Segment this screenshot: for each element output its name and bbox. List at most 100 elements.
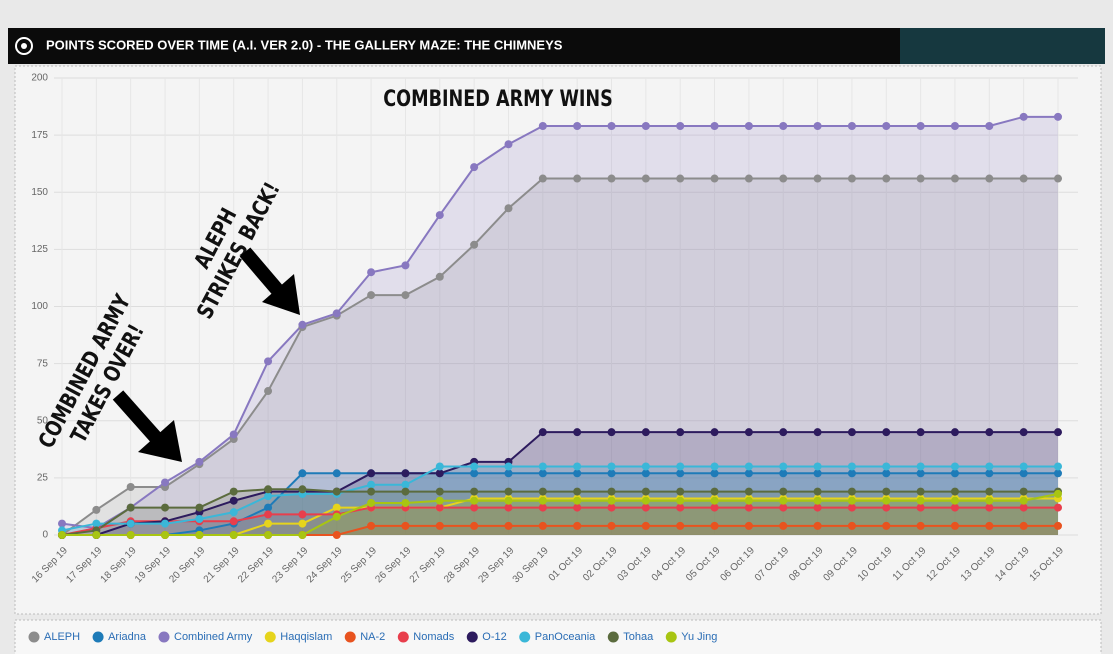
data-point xyxy=(813,121,822,130)
data-point xyxy=(710,496,719,505)
data-point xyxy=(470,521,479,530)
data-point xyxy=(985,521,994,530)
data-point xyxy=(538,469,547,478)
data-point xyxy=(573,469,582,478)
data-point xyxy=(847,469,856,478)
data-point xyxy=(607,121,616,130)
header-icon-center xyxy=(21,43,27,49)
data-point xyxy=(744,503,753,512)
data-point xyxy=(401,291,410,300)
legend-label: Haqqislam xyxy=(280,631,332,643)
data-point xyxy=(779,487,788,496)
data-point xyxy=(195,457,204,466)
chart-title: POINTS SCORED OVER TIME (A.I. VER 2.0) -… xyxy=(46,37,563,52)
data-point xyxy=(161,519,170,528)
data-point xyxy=(916,174,925,183)
data-point xyxy=(367,480,376,489)
data-point xyxy=(916,521,925,530)
series-line xyxy=(62,472,1058,536)
data-point xyxy=(916,121,925,130)
series-area xyxy=(62,178,1058,536)
data-point xyxy=(538,174,547,183)
data-point xyxy=(676,462,685,471)
data-point xyxy=(470,496,479,505)
legend-marker xyxy=(28,631,40,643)
arrow-head xyxy=(262,274,300,315)
data-point xyxy=(1019,428,1028,437)
data-point xyxy=(367,291,376,300)
data-point xyxy=(882,503,891,512)
data-point xyxy=(1019,496,1028,505)
data-point xyxy=(538,462,547,471)
legend-label: Yu Jing xyxy=(681,631,717,643)
data-point xyxy=(332,309,341,318)
data-point xyxy=(264,387,273,396)
data-point xyxy=(264,519,273,528)
data-point xyxy=(985,496,994,505)
data-point xyxy=(126,483,135,492)
data-point xyxy=(641,521,650,530)
data-point xyxy=(1054,462,1062,471)
data-point xyxy=(126,519,135,528)
data-point xyxy=(676,428,685,437)
data-point xyxy=(229,531,238,539)
data-point xyxy=(229,496,238,505)
data-point xyxy=(58,531,66,539)
data-point xyxy=(298,320,307,329)
data-point xyxy=(435,469,444,478)
data-point xyxy=(229,517,238,526)
data-point xyxy=(470,503,479,512)
data-point xyxy=(813,503,822,512)
series-line xyxy=(61,506,1058,536)
data-point xyxy=(470,462,479,471)
data-point xyxy=(916,469,925,478)
series-line xyxy=(61,177,1058,536)
data-point xyxy=(298,510,307,519)
data-point xyxy=(813,487,822,496)
data-point xyxy=(813,521,822,530)
data-point xyxy=(641,121,650,130)
data-point xyxy=(435,521,444,530)
data-point xyxy=(195,515,204,524)
data-point xyxy=(298,485,307,494)
data-point xyxy=(1054,112,1062,121)
data-point xyxy=(779,503,788,512)
data-point xyxy=(916,503,925,512)
data-point xyxy=(367,487,376,496)
data-point xyxy=(985,469,994,478)
data-point xyxy=(676,487,685,496)
data-point xyxy=(538,121,547,130)
data-point xyxy=(1054,469,1062,478)
legend-label: Combined Army xyxy=(174,631,253,643)
series-area xyxy=(62,432,1058,535)
data-point xyxy=(744,428,753,437)
data-point xyxy=(332,512,341,521)
legend-marker xyxy=(158,631,170,643)
legend-panel xyxy=(14,619,1102,654)
data-point xyxy=(401,521,410,530)
data-point xyxy=(195,503,204,512)
data-point xyxy=(813,462,822,471)
data-point xyxy=(92,531,101,539)
legend-marker xyxy=(397,631,409,643)
data-point xyxy=(195,531,204,539)
arrow xyxy=(112,390,182,462)
data-point xyxy=(779,521,788,530)
data-point xyxy=(813,496,822,505)
legend-marker xyxy=(665,631,677,643)
y-tick-label: 75 xyxy=(37,358,49,369)
series-line xyxy=(62,431,1058,536)
annotation-text: COMBINED ARMY WINS xyxy=(383,86,613,111)
data-point xyxy=(916,496,925,505)
data-point xyxy=(1019,112,1028,121)
data-point xyxy=(401,261,410,270)
header-icon xyxy=(15,37,33,55)
data-point xyxy=(985,462,994,471)
data-point xyxy=(779,121,788,130)
header-decoration xyxy=(900,28,1105,64)
data-point xyxy=(332,503,341,512)
arrow-shaft xyxy=(112,390,164,445)
data-point xyxy=(332,531,341,539)
legend-label: Nomads xyxy=(413,631,454,643)
data-point xyxy=(607,496,616,505)
